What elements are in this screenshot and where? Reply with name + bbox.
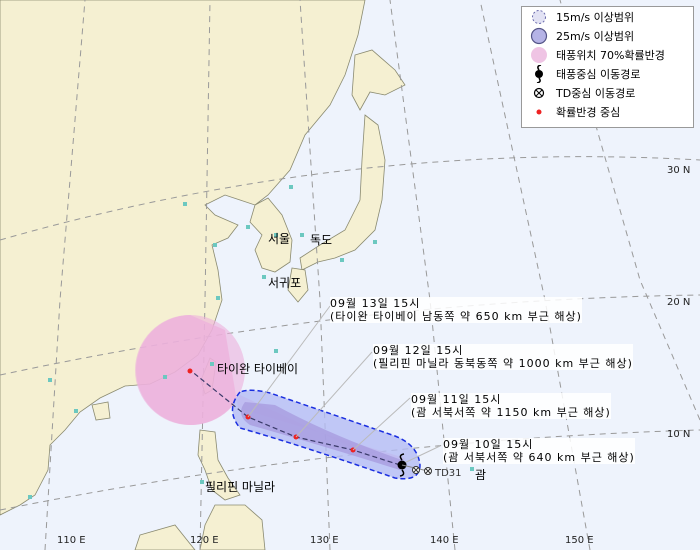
place-guam: 괌 [475,468,487,482]
forecast-label-0910: 09월 10일 15시 (괌 서북서쪽 약 640 km 부근 해상) [443,438,635,464]
forecast-label-0912: 09월 12일 15시 (필리핀 마닐라 동북동쪽 약 1000 km 부근 해상… [373,344,633,370]
probability-circle-icon [528,46,550,64]
forecast-desc: (타이완 타이베이 남동쪽 약 650 km 부근 해상) [330,310,582,323]
forecast-time: 09월 12일 15시 [373,344,464,357]
lon-label: 110 E [57,535,86,546]
forecast-desc: (괌 서북서쪽 약 1150 km 부근 해상) [411,406,611,419]
leader-lines [247,305,441,466]
forecast-time: 09월 10일 15시 [443,438,534,451]
circle-x-icon [528,87,550,99]
forecast-desc: (괌 서북서쪽 약 640 km 부근 해상) [443,451,635,464]
prob-center-dot [187,368,193,374]
land-honshu [299,114,386,271]
forecast-label-0911: 09월 11일 15시 (괌 서북서쪽 약 1150 km 부근 해상) [411,393,611,419]
td-circle-x-icon [412,466,432,475]
legend-label: 확률반경 중심 [556,105,621,119]
td-label: TD31 [435,468,462,479]
land-luzon [197,429,241,501]
station-markers [28,185,474,499]
lat-label: 10 N [667,429,691,440]
legend-item: 확률반경 중심 [522,102,693,121]
legend-label: 태풍중심 이동경로 [556,67,641,81]
forecast-time: 09월 13일 15시 [330,297,421,310]
place-seogwipo: 서귀포 [268,276,302,290]
legend-item: 태풍중심 이동경로 [522,64,693,83]
place-dokdo: 독도 [310,233,333,247]
legend-item: TD중심 이동경로 [522,83,693,102]
place-seoul: 서울 [268,232,291,246]
lon-label: 120 E [190,535,219,546]
wind-25ms-icon [528,27,550,45]
legend-item: 태풍위치 70%확률반경 [522,45,693,64]
lat-label: 30 N [667,165,691,176]
lon-label: 140 E [430,535,459,546]
forecast-label-0913: 09월 13일 15시 (타이완 타이베이 남동쪽 약 650 km 부근 해상) [330,297,582,323]
forecast-desc: (필리핀 마닐라 동북동쪽 약 1000 km 부근 해상) [373,357,633,370]
land-borneo [134,524,196,550]
lon-label: 150 E [565,535,594,546]
land-philippines-south [199,504,266,550]
legend-label: 25m/s 이상범위 [556,29,635,43]
typhoon-icon [528,64,550,83]
legend-label: TD중심 이동경로 [556,86,636,100]
legend: 15m/s 이상범위 25m/s 이상범위 태풍위치 70%확률반경 태풍중심 … [521,6,694,128]
land-kyushu [287,267,309,303]
legend-item: 15m/s 이상범위 [522,7,693,26]
land-korea [249,197,293,273]
land-hainan [91,401,111,421]
legend-label: 태풍위치 70%확률반경 [556,48,665,62]
place-manila: 필리핀 마닐라 [205,480,276,494]
forecast-time: 09월 11일 15시 [411,393,502,406]
legend-item: 25m/s 이상범위 [522,26,693,45]
lat-label: 20 N [667,297,691,308]
red-dot-icon [528,109,550,115]
place-taipei: 타이완 타이베이 [217,362,299,376]
land-hokkaido [351,49,406,111]
land-mainland-asia [0,0,366,516]
lon-label: 130 E [310,535,339,546]
wind-15ms-icon [528,9,550,25]
legend-label: 15m/s 이상범위 [556,10,635,24]
